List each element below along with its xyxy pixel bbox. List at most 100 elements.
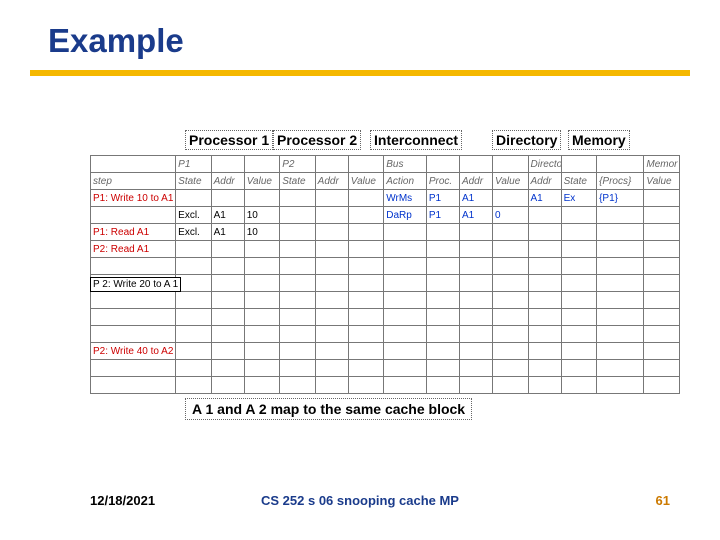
table-cell	[348, 360, 383, 377]
table-cell	[315, 377, 348, 394]
table-cell: DaRp	[384, 207, 427, 224]
table-cell	[280, 190, 315, 207]
table-cell	[644, 326, 680, 343]
table-cell	[384, 360, 427, 377]
table-cell	[459, 156, 492, 173]
table-cell	[176, 343, 211, 360]
table-cell	[244, 241, 279, 258]
table-cell	[280, 309, 315, 326]
table-cell	[426, 360, 459, 377]
table-row	[91, 258, 680, 275]
table-cell	[315, 292, 348, 309]
table-cell	[280, 224, 315, 241]
table-cell	[426, 292, 459, 309]
table-row	[91, 292, 680, 309]
table-cell: A1	[211, 207, 244, 224]
table-cell	[315, 343, 348, 360]
table-cell	[244, 309, 279, 326]
table-cell	[176, 241, 211, 258]
table-cell	[597, 326, 644, 343]
table-cell	[91, 360, 176, 377]
table-cell	[597, 156, 644, 173]
table-cell	[528, 343, 561, 360]
table-cell	[493, 309, 528, 326]
table-cell	[493, 241, 528, 258]
table-cell	[644, 224, 680, 241]
table-row: P1: Read A1Excl.A110	[91, 224, 680, 241]
group-label: Memory	[568, 130, 630, 150]
table-cell	[211, 241, 244, 258]
highlight-step-box: P 2: Write 20 to A 1	[90, 277, 181, 292]
table-cell: Excl.	[176, 207, 211, 224]
table-cell	[348, 326, 383, 343]
table-cell	[493, 190, 528, 207]
table-cell: A1	[528, 190, 561, 207]
table-cell	[211, 275, 244, 292]
table-cell	[176, 258, 211, 275]
table-cell	[528, 292, 561, 309]
table-cell	[315, 309, 348, 326]
table-cell	[493, 326, 528, 343]
table-cell: P1: Write 10 to A1	[91, 190, 176, 207]
table-cell	[426, 241, 459, 258]
table-cell	[426, 377, 459, 394]
table-cell	[244, 258, 279, 275]
table-row: P1P2BusDirectoryMemor	[91, 156, 680, 173]
table-cell: Value	[493, 173, 528, 190]
table-cell: 0	[493, 207, 528, 224]
table-cell	[91, 377, 176, 394]
table-cell: WrMs	[384, 190, 427, 207]
table-cell	[348, 224, 383, 241]
table-cell	[280, 326, 315, 343]
table-cell	[561, 343, 596, 360]
table-cell	[459, 292, 492, 309]
table-cell	[528, 326, 561, 343]
table-cell	[561, 207, 596, 224]
table-cell	[91, 309, 176, 326]
table-cell	[561, 241, 596, 258]
table-cell	[315, 224, 348, 241]
table-cell	[493, 343, 528, 360]
table-cell	[426, 343, 459, 360]
table-cell	[597, 241, 644, 258]
table-cell	[426, 156, 459, 173]
table-row: Excl.A110DaRpP1A10	[91, 207, 680, 224]
table-cell	[459, 343, 492, 360]
table-cell	[644, 275, 680, 292]
table-cell	[597, 275, 644, 292]
table-cell: Memor	[644, 156, 680, 173]
table-cell	[459, 326, 492, 343]
table-cell	[597, 377, 644, 394]
table: P1P2BusDirectoryMemorstepStateAddrValueS…	[90, 155, 680, 394]
group-label: Processor 1	[185, 130, 273, 150]
table-cell	[348, 309, 383, 326]
table-cell	[426, 326, 459, 343]
table-cell: P1	[176, 156, 211, 173]
table-row: P1: Write 10 to A1WrMsP1A1A1Ex{P1}	[91, 190, 680, 207]
group-label: Processor 2	[273, 130, 361, 150]
table-cell	[176, 309, 211, 326]
table-cell	[528, 360, 561, 377]
table-cell	[384, 343, 427, 360]
table-cell: P2	[280, 156, 315, 173]
table-cell	[176, 377, 211, 394]
table-cell: Addr	[315, 173, 348, 190]
table-cell	[348, 377, 383, 394]
table-cell	[348, 241, 383, 258]
table-cell	[244, 360, 279, 377]
table-cell	[91, 207, 176, 224]
table-cell	[280, 292, 315, 309]
table-cell: step	[91, 173, 176, 190]
table-row: P2: Write 40 to A2	[91, 343, 680, 360]
table-cell	[426, 275, 459, 292]
table-cell	[561, 156, 596, 173]
table-cell	[211, 343, 244, 360]
table-cell	[528, 224, 561, 241]
table-cell	[528, 207, 561, 224]
table-cell	[315, 241, 348, 258]
table-cell	[348, 207, 383, 224]
table-cell	[644, 258, 680, 275]
table-cell	[493, 156, 528, 173]
table-cell: Value	[348, 173, 383, 190]
table-cell	[384, 309, 427, 326]
